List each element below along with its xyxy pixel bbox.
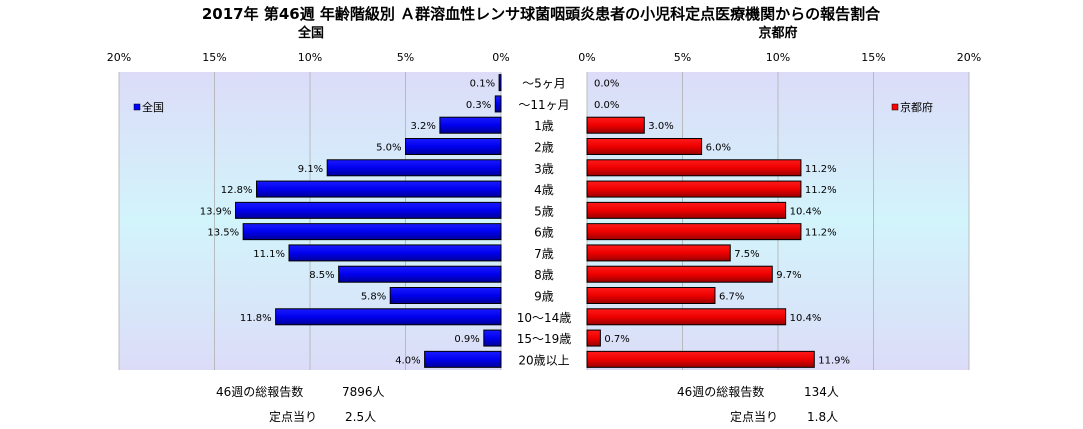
right-value-label: 6.0% (706, 143, 731, 154)
category-label: 7歳 (534, 247, 554, 261)
right-bar (586, 350, 815, 368)
left-bar (338, 265, 502, 283)
left-value-label: 3.2% (410, 121, 435, 132)
left-bar (494, 95, 502, 113)
left-bar (439, 116, 502, 134)
right-value-label: 10.4% (790, 206, 822, 217)
left-value-label: 5.8% (361, 292, 386, 303)
right-subtitle: 京都府 (758, 25, 797, 41)
left-tick-label: 20% (107, 51, 131, 64)
right-total-value: 134人 (804, 385, 839, 399)
left-value-label: 0.3% (466, 100, 491, 111)
category-label: 2歳 (534, 141, 554, 155)
right-value-label: 0.0% (594, 79, 619, 90)
right-per-site-value: 1.8人 (807, 410, 839, 424)
left-value-label: 12.8% (221, 185, 253, 196)
left-tick-label: 15% (202, 51, 226, 64)
right-value-label: 0.7% (604, 334, 629, 345)
right-bar (586, 159, 802, 177)
legend-left-label: 全国 (142, 100, 164, 114)
right-bar (586, 329, 601, 347)
left-bar (483, 329, 502, 347)
right-bar (586, 223, 802, 241)
category-label: 1歳 (534, 119, 554, 133)
left-value-label: 13.9% (200, 206, 232, 217)
bars: 0.1% 0.0% 0.3% 0.0% 3.2% 3.0% 5.0% 6.0% 9.1% 11.2… (200, 74, 850, 368)
right-value-label: 6.7% (719, 292, 744, 303)
right-bar (586, 287, 716, 304)
right-per-site-label: 定点当り (730, 410, 779, 424)
right-value-label: 11.2% (805, 185, 837, 196)
left-subtitle: 全国 (297, 25, 324, 41)
left-bar (405, 138, 502, 155)
category-label: ～11ヶ月 (518, 98, 569, 112)
axis-ticks: 20% 0% 15% 5% 10% 10% 5% 15% 0% 20% (107, 51, 981, 64)
category-label: 6歳 (534, 226, 554, 240)
left-tick-label: 5% (397, 51, 414, 64)
left-value-label: 13.5% (207, 228, 239, 239)
left-per-site-value: 2.5人 (345, 410, 377, 424)
right-value-label: 0.0% (594, 100, 619, 111)
left-bar (424, 350, 502, 368)
right-total-label: 46週の総報告数 (677, 385, 765, 399)
right-value-label: 11.2% (805, 228, 837, 239)
right-value-label: 11.9% (818, 355, 850, 366)
left-tick-label: 10% (298, 51, 322, 64)
left-bar (275, 308, 502, 326)
right-tick-label: 15% (861, 51, 885, 64)
category-label: 3歳 (534, 162, 554, 176)
category-label: 10～14歳 (517, 311, 572, 325)
left-value-label: 11.1% (253, 249, 285, 260)
left-bar (326, 159, 502, 177)
left-total-value: 7896人 (342, 385, 385, 399)
legend-right-swatch (891, 103, 899, 111)
legend-left: 全国 (133, 100, 164, 114)
legend-right: 京都府 (891, 100, 933, 114)
legend-right-label: 京都府 (900, 100, 933, 114)
left-tick-label: 0% (492, 51, 509, 64)
left-bar (235, 201, 502, 219)
left-value-label: 9.1% (298, 164, 323, 175)
category-label: 5歳 (534, 204, 554, 218)
right-bar (586, 116, 645, 134)
category-label: 4歳 (534, 183, 554, 197)
category-label: ～5ヶ月 (522, 77, 566, 91)
right-bar (586, 138, 703, 155)
right-value-label: 9.7% (776, 270, 801, 281)
right-value-label: 11.2% (805, 164, 837, 175)
right-tick-label: 10% (766, 51, 790, 64)
right-bar (586, 201, 787, 219)
right-tick-label: 5% (674, 51, 691, 64)
right-tick-label: 20% (957, 51, 981, 64)
chart-title: 2017年 第46週 年齢階級別 Ａ群溶血性レンサ球菌咽頭炎患者の小児科定点医療… (202, 5, 881, 23)
right-bar (586, 244, 731, 262)
left-bar (242, 223, 502, 241)
left-value-label: 8.5% (309, 270, 334, 281)
left-bar (498, 74, 502, 92)
left-bar (389, 287, 502, 304)
legend-left-swatch (133, 103, 141, 111)
category-label: 15～19歳 (517, 332, 572, 346)
right-value-label: 3.0% (648, 121, 673, 132)
left-total-label: 46週の総報告数 (216, 385, 304, 399)
right-bar (586, 308, 787, 326)
left-bar (256, 180, 502, 198)
left-value-label: 11.8% (240, 313, 272, 324)
right-bar (586, 265, 773, 283)
left-value-label: 0.9% (454, 334, 479, 345)
left-value-label: 5.0% (376, 143, 401, 154)
left-value-label: 0.1% (470, 79, 495, 90)
left-bar (288, 244, 502, 262)
category-label: 8歳 (534, 268, 554, 282)
category-label: 20歳以上 (518, 353, 569, 367)
right-bar (586, 180, 802, 198)
left-value-label: 4.0% (395, 355, 420, 366)
right-value-label: 7.5% (734, 249, 759, 260)
category-label: 9歳 (534, 290, 554, 304)
category-labels: ～5ヶ月 ～11ヶ月 1歳 2歳 3歳 4歳 5歳 6歳 7歳 8歳 9歳 10～14歳 15～19歳 2… (517, 77, 572, 368)
left-per-site-label: 定点当り (269, 410, 318, 424)
right-tick-label: 0% (578, 51, 595, 64)
right-value-label: 10.4% (790, 313, 822, 324)
